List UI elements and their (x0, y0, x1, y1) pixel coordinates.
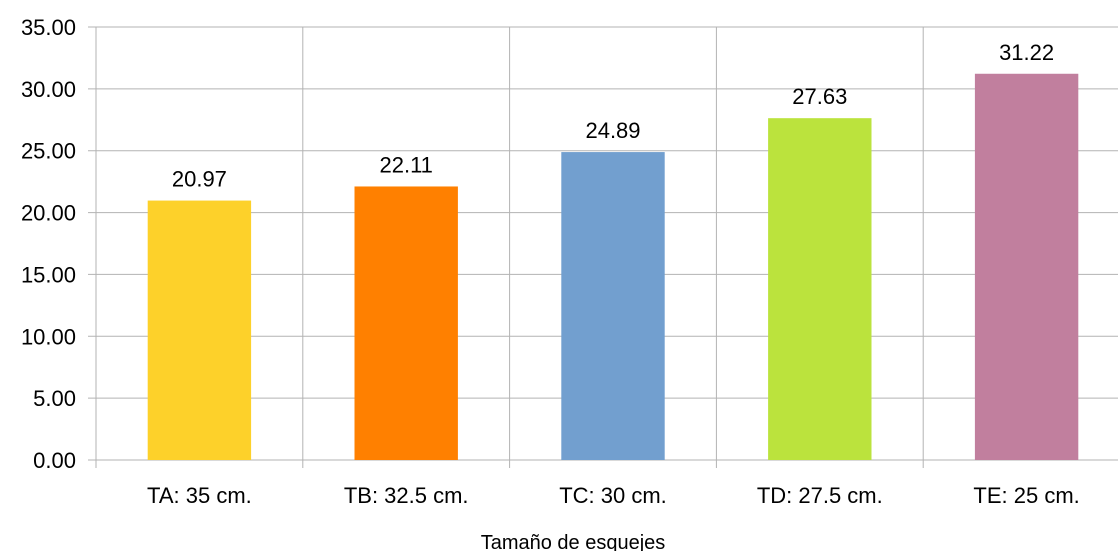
x-tick-label: TC: 30 cm. (559, 483, 667, 508)
y-tick-labels: 0.00 5.00 10.00 15.00 20.00 25.00 30.00 35.00 (21, 15, 76, 473)
bar (147, 200, 252, 460)
x-axis-title: Tamaño de esquejes (481, 532, 666, 551)
bar (768, 118, 872, 460)
y-tick-label: 10.00 (21, 324, 76, 349)
y-tick-label: 15.00 (21, 262, 76, 287)
y-tick-label: 30.00 (21, 77, 76, 102)
data-label: 20.97 (172, 167, 227, 192)
y-tick-label: 5.00 (33, 386, 76, 411)
x-tick-label: TB: 32.5 cm. (344, 483, 469, 508)
y-tick-label: 0.00 (33, 448, 76, 473)
x-tick-label: TD: 27.5 cm. (757, 483, 883, 508)
x-tick-labels: TA: 35 cm. TB: 32.5 cm. TC: 30 cm. TD: 27.5… (147, 483, 1080, 508)
bar (354, 186, 458, 460)
bar (974, 73, 1079, 460)
data-label: 27.63 (792, 84, 847, 109)
x-tick-label: TE: 25 cm. (973, 483, 1079, 508)
bar (561, 152, 665, 461)
y-tick-label: 25.00 (21, 139, 76, 164)
y-tick-label: 20.00 (21, 201, 76, 226)
data-label: 22.11 (379, 152, 432, 177)
y-tick-label: 35.00 (21, 15, 76, 40)
x-tick-label: TA: 35 cm. (147, 483, 252, 508)
data-label: 24.89 (585, 118, 640, 143)
data-labels: 20.97 22.11 24.89 27.63 31.22 (172, 40, 1054, 192)
data-label: 31.22 (999, 40, 1054, 65)
bars (147, 73, 1079, 461)
